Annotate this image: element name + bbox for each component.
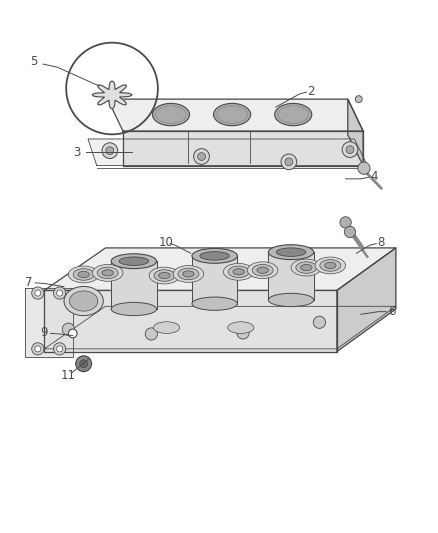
Circle shape: [281, 154, 297, 169]
Text: 3: 3: [74, 146, 81, 159]
Ellipse shape: [268, 245, 314, 260]
Circle shape: [76, 356, 92, 372]
Polygon shape: [44, 248, 396, 290]
Ellipse shape: [152, 103, 190, 126]
Ellipse shape: [200, 252, 230, 260]
Polygon shape: [88, 139, 367, 166]
Ellipse shape: [228, 322, 254, 334]
Ellipse shape: [159, 272, 170, 279]
Circle shape: [355, 95, 362, 103]
Text: 2: 2: [307, 85, 314, 98]
Ellipse shape: [97, 267, 118, 279]
Ellipse shape: [275, 103, 312, 126]
Circle shape: [53, 343, 66, 355]
Ellipse shape: [268, 293, 314, 306]
Circle shape: [68, 329, 77, 338]
Ellipse shape: [154, 270, 175, 281]
Polygon shape: [44, 290, 337, 351]
Circle shape: [80, 360, 88, 368]
Ellipse shape: [192, 248, 237, 263]
Polygon shape: [44, 306, 396, 349]
Ellipse shape: [296, 262, 317, 273]
Text: 11: 11: [61, 369, 76, 382]
Circle shape: [53, 287, 66, 299]
Circle shape: [57, 290, 63, 296]
Text: 5: 5: [30, 55, 37, 68]
Circle shape: [313, 316, 325, 328]
Text: 7: 7: [25, 276, 33, 289]
Ellipse shape: [276, 248, 306, 256]
Polygon shape: [268, 252, 314, 300]
Text: 9: 9: [41, 326, 48, 340]
Circle shape: [237, 327, 249, 339]
Circle shape: [340, 217, 351, 228]
Ellipse shape: [183, 271, 194, 277]
Ellipse shape: [78, 271, 89, 278]
Ellipse shape: [257, 267, 268, 273]
Ellipse shape: [111, 254, 156, 269]
Ellipse shape: [233, 269, 244, 275]
Circle shape: [346, 146, 354, 154]
Ellipse shape: [64, 286, 103, 316]
Circle shape: [35, 346, 41, 352]
Circle shape: [35, 290, 41, 296]
Ellipse shape: [315, 257, 346, 274]
Polygon shape: [123, 131, 363, 166]
Ellipse shape: [223, 263, 254, 280]
Polygon shape: [25, 288, 73, 357]
Ellipse shape: [192, 297, 237, 310]
Circle shape: [358, 162, 370, 174]
Circle shape: [344, 227, 356, 238]
Ellipse shape: [149, 267, 180, 284]
Polygon shape: [92, 81, 132, 109]
Ellipse shape: [228, 266, 249, 278]
Ellipse shape: [73, 269, 94, 280]
Ellipse shape: [247, 262, 278, 279]
Circle shape: [198, 152, 205, 160]
Ellipse shape: [320, 260, 341, 271]
Ellipse shape: [214, 103, 251, 126]
Circle shape: [106, 147, 114, 155]
Ellipse shape: [173, 265, 204, 282]
Polygon shape: [348, 99, 363, 166]
Ellipse shape: [111, 302, 156, 316]
Circle shape: [32, 343, 44, 355]
Ellipse shape: [291, 259, 321, 276]
Circle shape: [102, 143, 118, 158]
Circle shape: [62, 323, 74, 335]
Circle shape: [285, 158, 293, 166]
Circle shape: [145, 328, 157, 340]
Circle shape: [57, 346, 63, 352]
Ellipse shape: [178, 268, 199, 280]
Circle shape: [32, 287, 44, 299]
Ellipse shape: [325, 262, 336, 269]
Ellipse shape: [153, 322, 180, 334]
Ellipse shape: [68, 266, 99, 283]
Ellipse shape: [300, 264, 312, 271]
Ellipse shape: [119, 257, 148, 265]
Text: 6: 6: [388, 305, 395, 318]
Polygon shape: [108, 99, 363, 131]
Polygon shape: [111, 261, 156, 309]
Polygon shape: [337, 248, 396, 351]
Ellipse shape: [102, 270, 113, 276]
Polygon shape: [192, 256, 237, 304]
Ellipse shape: [252, 264, 273, 276]
Text: 4: 4: [370, 169, 378, 183]
Text: 8: 8: [377, 236, 384, 249]
Ellipse shape: [70, 291, 98, 311]
Ellipse shape: [92, 264, 123, 281]
Circle shape: [194, 149, 209, 164]
Text: 10: 10: [159, 236, 174, 249]
Circle shape: [342, 142, 358, 157]
